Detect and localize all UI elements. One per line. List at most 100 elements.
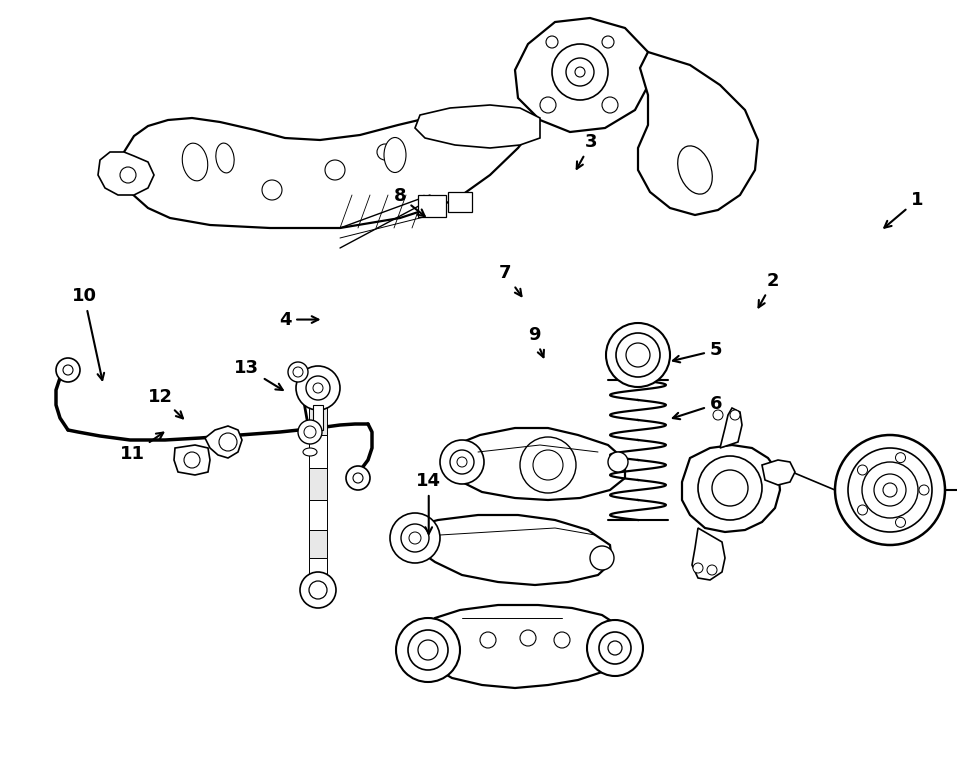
Polygon shape <box>205 426 242 458</box>
Circle shape <box>520 437 576 493</box>
Text: 11: 11 <box>120 433 164 464</box>
Circle shape <box>698 456 762 520</box>
Bar <box>448 192 472 212</box>
Bar <box>309 558 327 582</box>
Circle shape <box>353 473 363 483</box>
Text: 14: 14 <box>416 472 441 534</box>
Circle shape <box>120 167 136 183</box>
Ellipse shape <box>678 146 712 194</box>
Circle shape <box>480 632 496 648</box>
Ellipse shape <box>182 143 208 181</box>
Circle shape <box>533 450 563 480</box>
Circle shape <box>219 433 237 451</box>
Circle shape <box>418 640 438 660</box>
Ellipse shape <box>384 138 406 172</box>
Circle shape <box>575 67 585 77</box>
Text: 2: 2 <box>759 272 780 307</box>
Circle shape <box>540 97 556 113</box>
Circle shape <box>546 36 558 48</box>
Circle shape <box>304 426 316 438</box>
Circle shape <box>919 485 929 495</box>
Circle shape <box>862 462 918 518</box>
Bar <box>309 530 327 558</box>
Circle shape <box>325 160 345 180</box>
Circle shape <box>63 365 73 375</box>
Circle shape <box>293 367 303 377</box>
Ellipse shape <box>303 448 317 456</box>
Circle shape <box>552 44 608 100</box>
Circle shape <box>396 618 460 682</box>
Circle shape <box>298 420 322 444</box>
Circle shape <box>408 630 448 670</box>
Bar <box>309 435 327 468</box>
Circle shape <box>602 36 614 48</box>
Text: 7: 7 <box>499 264 522 296</box>
Polygon shape <box>692 528 725 580</box>
Circle shape <box>883 483 897 497</box>
Bar <box>309 468 327 500</box>
Circle shape <box>848 448 932 532</box>
Bar <box>309 500 327 530</box>
Circle shape <box>626 343 650 367</box>
Circle shape <box>288 362 308 382</box>
Polygon shape <box>515 18 650 132</box>
Text: 10: 10 <box>72 287 104 380</box>
Circle shape <box>857 505 867 515</box>
Circle shape <box>184 452 200 468</box>
Polygon shape <box>638 52 758 215</box>
Circle shape <box>730 410 740 420</box>
Circle shape <box>896 453 905 463</box>
Polygon shape <box>762 460 795 485</box>
Circle shape <box>457 457 467 467</box>
Circle shape <box>262 180 282 200</box>
Circle shape <box>712 470 748 506</box>
Text: 9: 9 <box>527 326 544 357</box>
Polygon shape <box>720 408 742 448</box>
Circle shape <box>313 383 323 393</box>
Circle shape <box>306 376 330 400</box>
Polygon shape <box>174 445 210 475</box>
Circle shape <box>590 546 614 570</box>
Circle shape <box>554 632 570 648</box>
Text: 6: 6 <box>673 395 723 419</box>
Circle shape <box>602 97 618 113</box>
Text: 1: 1 <box>884 191 924 228</box>
Polygon shape <box>682 445 780 532</box>
Circle shape <box>835 435 945 545</box>
Circle shape <box>606 323 670 387</box>
Circle shape <box>300 572 336 608</box>
Circle shape <box>390 513 440 563</box>
Polygon shape <box>122 112 540 228</box>
Circle shape <box>874 474 906 506</box>
Polygon shape <box>408 515 612 585</box>
Circle shape <box>616 333 660 377</box>
Circle shape <box>713 410 723 420</box>
Circle shape <box>599 632 631 664</box>
Circle shape <box>309 581 327 599</box>
Circle shape <box>377 144 393 160</box>
Circle shape <box>296 366 340 410</box>
Text: 4: 4 <box>278 310 319 329</box>
Text: 3: 3 <box>577 133 598 169</box>
Bar <box>313 405 323 430</box>
Text: 13: 13 <box>234 359 282 390</box>
Circle shape <box>409 532 421 544</box>
Text: 5: 5 <box>673 341 723 363</box>
Circle shape <box>401 524 429 552</box>
Text: 8: 8 <box>393 187 425 216</box>
Polygon shape <box>415 105 540 148</box>
Ellipse shape <box>216 143 234 173</box>
Circle shape <box>440 440 484 484</box>
Circle shape <box>56 358 80 382</box>
Circle shape <box>587 620 643 676</box>
Circle shape <box>346 466 370 490</box>
Circle shape <box>450 450 474 474</box>
Text: 12: 12 <box>148 387 183 418</box>
Circle shape <box>608 641 622 655</box>
Circle shape <box>520 630 536 646</box>
Polygon shape <box>448 428 625 500</box>
Bar <box>309 405 327 435</box>
Circle shape <box>693 563 703 573</box>
Bar <box>418 195 446 217</box>
Polygon shape <box>422 605 625 688</box>
